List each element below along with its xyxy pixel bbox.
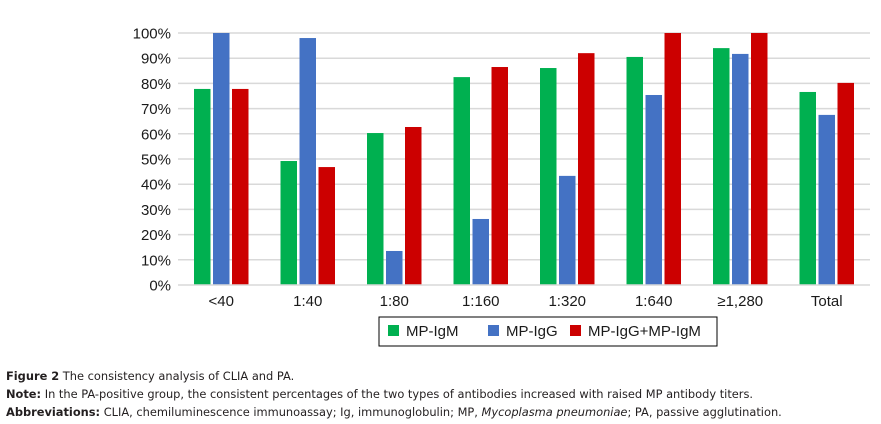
y-tick-label: 60% — [141, 126, 171, 143]
legend-label: MP-IgG+MP-IgM — [588, 323, 701, 340]
y-tick-label: 10% — [141, 252, 171, 269]
abbreviations-text-1: CLIA, chemiluminescence immunoassay; Ig,… — [100, 405, 482, 419]
abbreviations-text-2: ; PA, passive agglutination. — [627, 405, 782, 419]
caption-title-line: Figure 2 The consistency analysis of CLI… — [6, 367, 876, 385]
bar-mp-igg-mp-igm — [491, 67, 508, 286]
x-tick-label: <40 — [209, 293, 234, 310]
bar-mp-igm — [280, 161, 297, 285]
x-tick-label: 1:160 — [462, 293, 500, 310]
figure-label: Figure 2 — [6, 369, 60, 383]
bar-mp-igg-mp-igm — [837, 82, 854, 285]
y-tick-label: 90% — [141, 51, 171, 68]
y-tick-label: 100% — [133, 26, 171, 43]
y-tick-label: 50% — [141, 152, 171, 169]
x-tick-label: ≥1,280 — [717, 293, 763, 310]
bar-mp-igg — [386, 250, 403, 285]
figure-title: The consistency analysis of CLIA and PA. — [59, 369, 295, 383]
abbreviations-italic: Mycoplasma pneumoniae — [481, 405, 628, 419]
y-tick-label: 20% — [141, 227, 171, 244]
bar-mp-igg — [213, 33, 230, 285]
legend-label: MP-IgM — [406, 323, 459, 340]
bar-mp-igg — [472, 218, 489, 285]
x-axis-labels: <40 1:40 1:80 1:160 1:320 1:640 ≥1,280 Total — [209, 293, 843, 310]
bar-mp-igg — [299, 38, 316, 285]
bar-mp-igm — [540, 68, 557, 285]
abbreviations-label: Abbreviations: — [6, 405, 101, 419]
bar-mp-igg-mp-igm — [664, 33, 681, 285]
y-tick-label: 40% — [141, 177, 171, 194]
bar-mp-igg — [559, 175, 576, 285]
bar-mp-igm — [626, 56, 643, 285]
legend-swatch — [488, 325, 499, 336]
x-tick-label: 1:80 — [380, 293, 409, 310]
bar-mp-igg-mp-igm — [318, 167, 335, 285]
y-tick-label: 70% — [141, 101, 171, 118]
legend-swatch — [388, 325, 399, 336]
bar-mp-igg-mp-igm — [578, 53, 595, 285]
caption-abbreviations-line: Abbreviations: CLIA, chemiluminescence i… — [6, 403, 876, 421]
x-tick-label: 1:40 — [293, 293, 322, 310]
note-text: In the PA-positive group, the consistent… — [41, 387, 754, 401]
bar-mp-igm — [453, 77, 470, 285]
note-label: Note: — [6, 387, 42, 401]
legend: MP-IgM MP-IgG MP-IgG+MP-IgM — [378, 316, 718, 347]
bar-mp-igm — [194, 88, 211, 285]
y-tick-label: 0% — [149, 278, 171, 295]
bar-mp-igm — [799, 91, 816, 285]
figure-caption: Figure 2 The consistency analysis of CLI… — [6, 367, 876, 421]
y-axis-ticks: 0% 10% 20% 30% 40% 50% 60% 70% 80% 90% 100% — [133, 26, 171, 295]
x-tick-label: Total — [811, 293, 843, 310]
bar-mp-igg-mp-igm — [232, 88, 249, 285]
legend-border — [378, 316, 718, 347]
bar-mp-igm — [367, 133, 384, 285]
legend-label: MP-IgG — [506, 323, 558, 340]
bar-chart: 0% 10% 20% 30% 40% 50% 60% 70% 80% 90% 100% <40 1:4… — [133, 26, 870, 347]
bar-mp-igg — [818, 114, 835, 286]
bar-mp-igg — [732, 53, 749, 285]
bar-mp-igg-mp-igm — [751, 33, 768, 285]
y-tick-label: 80% — [141, 76, 171, 93]
caption-note-line: Note: In the PA-positive group, the cons… — [6, 385, 876, 403]
bar-mp-igm — [713, 48, 730, 286]
legend-swatch — [570, 325, 581, 336]
y-tick-label: 30% — [141, 202, 171, 219]
bar-mp-igg-mp-igm — [405, 126, 422, 285]
x-tick-label: 1:640 — [635, 293, 673, 310]
x-tick-label: 1:320 — [548, 293, 586, 310]
bars — [194, 33, 854, 286]
bar-mp-igg — [645, 94, 662, 285]
